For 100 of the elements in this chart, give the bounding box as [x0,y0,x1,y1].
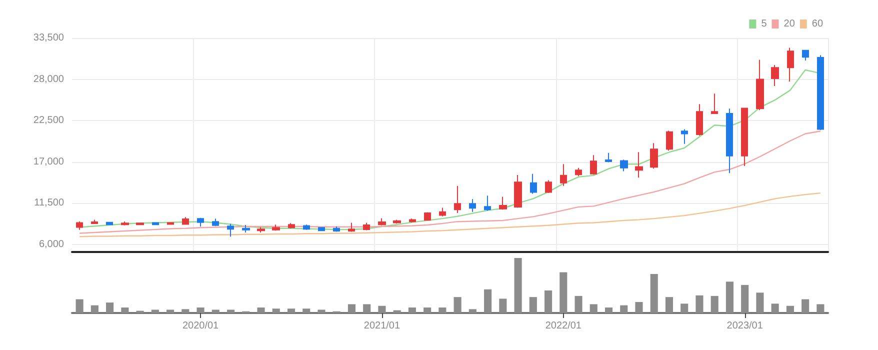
legend-label: 20 [784,18,796,30]
candlestick [348,222,355,232]
bar [590,304,598,313]
legend-label: 5 [761,18,768,30]
candlestick [590,154,597,176]
candlestick [393,219,401,224]
candlestick [152,222,159,226]
line-series [78,192,822,238]
candlestick [318,226,325,232]
bar [529,297,537,313]
candlestick [469,198,476,212]
bar [665,297,674,313]
candlestick [212,218,219,227]
bar [121,308,129,313]
bar [424,308,432,313]
candlestick [499,196,507,210]
legend-label: 60 [812,18,824,30]
candlestick [514,174,522,208]
bar [287,308,296,313]
candlestick [711,93,718,114]
candlestick [787,47,794,82]
candlestick [802,50,809,62]
candlestick [333,226,340,232]
candlestick [666,130,673,152]
bar [802,299,810,313]
bar [318,310,326,313]
candlestick [424,212,431,221]
candlestick [439,207,446,217]
candlestick [605,152,612,163]
x-tick-label: 2020/01 [182,320,220,332]
candlestick [121,220,129,226]
bar [166,310,174,313]
bar [741,284,749,313]
candlestick [756,59,764,111]
candlestick [620,159,628,172]
bar [408,308,416,313]
candlestick [454,185,461,214]
bar [771,304,779,313]
candlestick [182,216,189,225]
y-tick-label: 28,000 [33,74,64,85]
candlestick [484,195,491,212]
y-tick-label: 6,000 [38,238,64,250]
bar [302,308,310,313]
bar [468,309,476,313]
candlestick [681,128,688,144]
candlestick [363,222,370,231]
bar [151,310,159,313]
bar [816,304,824,313]
candlestick [726,108,733,174]
candlestick [136,222,144,226]
x-tick-label: 2021/01 [364,320,400,332]
bar [196,308,204,313]
y-tick-label: 17,000 [33,156,64,168]
bar [348,304,356,313]
y-tick-label: 33,500 [33,32,64,44]
x-tick-label: 2022/01 [545,320,582,332]
bar [726,282,734,313]
bar [257,308,265,313]
x-tick-label: 2023/01 [726,320,764,332]
candlestick [272,224,280,232]
bar [226,310,235,313]
bar [438,308,446,313]
candlestick [635,152,643,178]
bar [756,292,764,313]
y-tick-label: 11,500 [34,198,64,209]
bar [574,296,582,313]
candlestick [378,218,386,226]
bar [90,305,98,313]
bar [484,289,492,313]
candlestick [167,222,174,225]
bar [76,299,84,313]
bar [696,295,704,313]
candlestick [91,219,98,224]
candlestick [227,223,234,238]
candlestick [650,142,658,170]
candlestick [817,54,824,130]
bar [272,308,280,313]
candlestick [575,167,582,177]
candlestick [560,164,567,186]
bar [393,310,401,313]
candlestick [741,108,748,167]
candlestick [303,224,310,230]
candlestick [257,226,265,233]
bar [499,298,507,313]
line-series [78,130,822,234]
bar [182,309,190,313]
bar [620,305,628,313]
bar [650,274,658,313]
candlestick [106,221,113,226]
candlestick [288,222,295,229]
bar [544,290,552,313]
candlestick [409,218,416,223]
bar [454,297,462,313]
bar [680,304,688,313]
y-tick-label: 22,500 [33,115,64,126]
bar [710,296,718,313]
bar [560,272,568,313]
bar [514,258,522,313]
candlestick [771,64,779,87]
bar [212,310,220,313]
